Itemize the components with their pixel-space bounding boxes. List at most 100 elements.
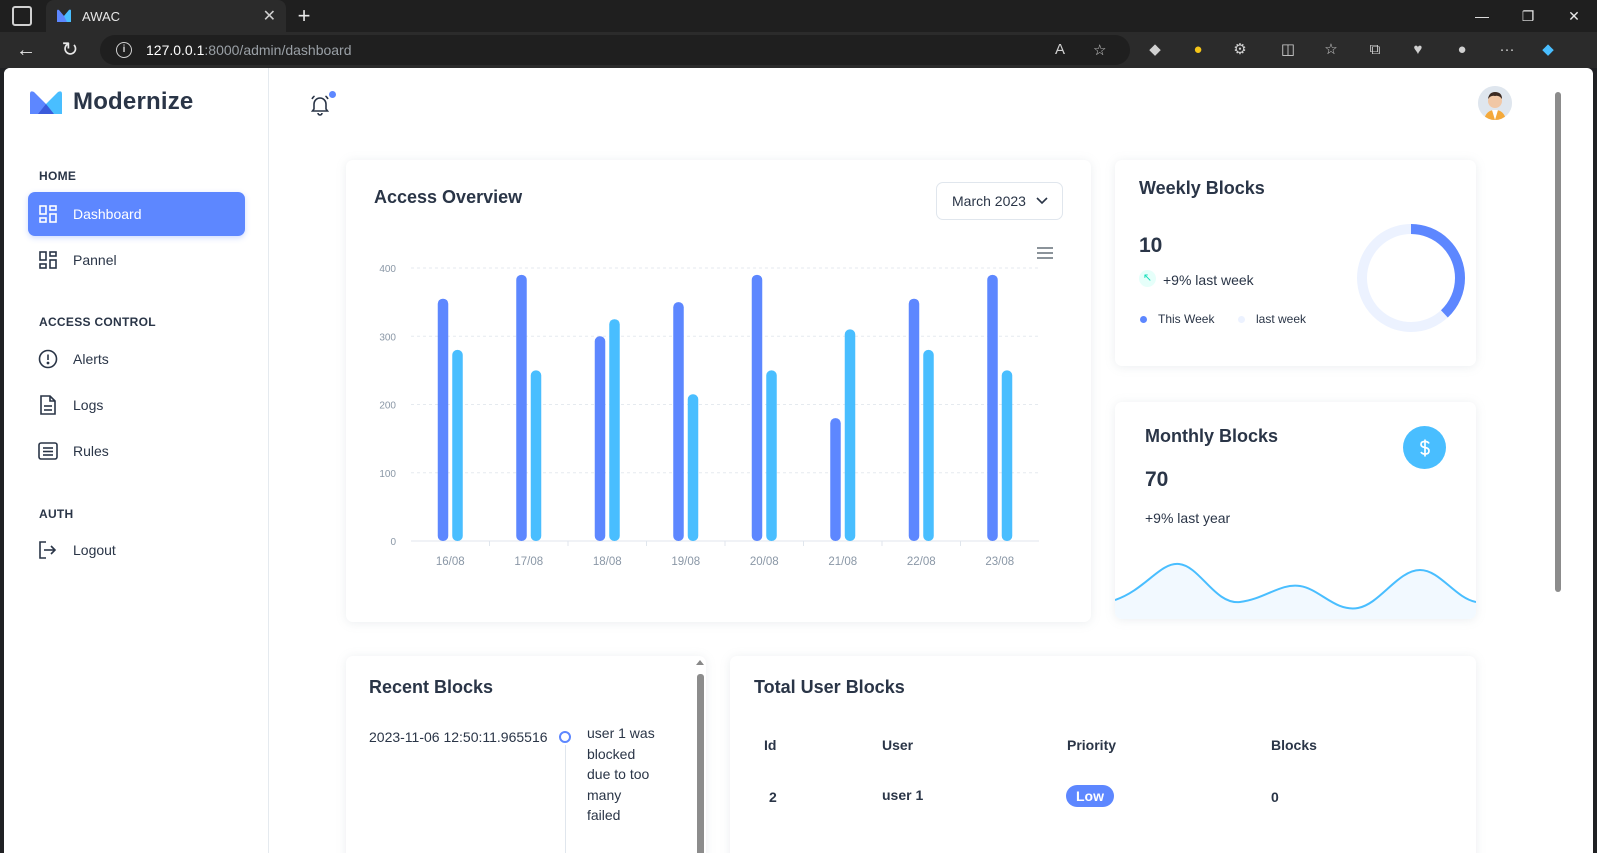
month-select[interactable]: March 2023 (936, 182, 1063, 220)
legend-dot (1140, 316, 1147, 323)
layout-dashboard-icon (38, 204, 58, 224)
url-path: :8000/admin/dashboard (204, 42, 352, 58)
monthly-blocks-card: Monthly Blocks 70 +9% last year (1115, 402, 1476, 619)
monthly-blocks-value: 70 (1145, 468, 1169, 491)
sidebar: Modernize HOME Dashboard Pannel ACCESS C… (4, 68, 269, 853)
extensions-puzzle-icon[interactable]: ⚙ (1233, 41, 1247, 58)
notification-dot (329, 91, 336, 98)
chevron-down-icon (1036, 197, 1048, 205)
timeline-marker (559, 731, 571, 743)
logout-icon (38, 540, 58, 560)
bar-series-1 (908, 298, 920, 541)
tab-title: AWAC (82, 8, 121, 24)
nav-caption-home: HOME (39, 169, 77, 183)
bar-series-1 (516, 274, 527, 541)
bar-series-1 (751, 274, 763, 541)
card-title: Monthly Blocks (1145, 426, 1279, 446)
access-overview-card: Access Overview March 2023 0 100 200 300 400… (346, 160, 1091, 622)
browser-essentials-icon[interactable]: ♥ (1413, 41, 1423, 58)
page-viewport: Modernize HOME Dashboard Pannel ACCESS C… (4, 68, 1593, 853)
monthly-sparkline (1115, 562, 1476, 619)
column-header-id: Id (764, 737, 777, 753)
monthly-blocks-change: +9% last year (1145, 510, 1231, 526)
y-tick-label: 0 (390, 537, 396, 548)
weekly-blocks-card: Weekly Blocks 10 ↖ +9% last week This We… (1115, 160, 1476, 366)
brand[interactable]: Modernize (28, 88, 193, 116)
url-host: 127.0.0.1 (146, 42, 205, 58)
recent-blocks-card: Recent Blocks 2023-11-06 12:50:11.965516… (346, 656, 706, 853)
alert-circle-icon (38, 349, 58, 369)
timeline-text: user 1 was blocked due to too many faile… (587, 725, 655, 824)
weekly-blocks-donut (1357, 224, 1465, 332)
more-menu-icon[interactable]: ··· (1499, 41, 1515, 58)
page-scrollbar[interactable] (1555, 92, 1561, 592)
new-tab-icon[interactable]: + (297, 3, 311, 28)
window-controls: — ❐ ✕ (1459, 0, 1597, 32)
sidebar-item-dashboard[interactable]: Dashboard (28, 192, 245, 236)
bar-series-2 (844, 329, 856, 541)
extension-icon[interactable]: ◆ (1149, 41, 1161, 58)
restore-icon[interactable]: ❐ (1521, 7, 1535, 24)
sidebar-item-label: Alerts (73, 351, 109, 367)
sidebar-item-alerts[interactable]: Alerts (28, 337, 245, 381)
nav-caption-auth: AUTH (39, 507, 74, 521)
collections-icon[interactable]: ⧉ (1369, 41, 1381, 58)
brand-logo-icon (30, 91, 62, 114)
reload-icon[interactable]: ↻ (61, 39, 79, 61)
layout-grid-icon (38, 250, 58, 270)
minimize-icon[interactable]: — (1475, 8, 1489, 24)
cell-blocks: 0 (1271, 789, 1279, 805)
weekly-blocks-change: +9% last week (1163, 272, 1254, 288)
x-tick-label: 17/08 (514, 556, 543, 568)
favorite-star-icon[interactable]: ☆ (1093, 42, 1107, 59)
sidebar-item-label: Dashboard (73, 206, 142, 222)
favorites-icon[interactable]: ☆ (1324, 41, 1338, 58)
close-window-icon[interactable]: ✕ (1568, 7, 1580, 24)
scrollbar[interactable] (697, 674, 704, 853)
avatar[interactable] (1478, 86, 1512, 120)
sidebar-item-logout[interactable]: Logout (28, 528, 245, 572)
dollar-icon (1403, 426, 1446, 469)
cell-user: user 1 (882, 787, 924, 803)
x-tick-label: 21/08 (828, 556, 857, 568)
close-tab-icon[interactable]: ✕ (262, 8, 276, 25)
donut-segment-this-week (1357, 224, 1465, 332)
browser-tab[interactable]: AWAC ✕ (46, 0, 286, 32)
back-icon[interactable]: ← (16, 39, 36, 61)
split-screen-icon[interactable]: ◫ (1280, 41, 1296, 58)
sidebar-item-logs[interactable]: Logs (28, 383, 245, 427)
x-tick-label: 20/08 (750, 556, 779, 568)
read-aloud-icon[interactable]: A (1055, 41, 1066, 58)
site-favicon-icon (57, 9, 71, 22)
arrow-up-left-icon: ↖ (1139, 270, 1156, 287)
x-tick-label: 23/08 (985, 556, 1014, 568)
scroll-up-icon[interactable] (696, 660, 704, 665)
sidebar-item-rules[interactable]: Rules (28, 429, 245, 473)
legend-label: This Week (1158, 312, 1215, 326)
access-overview-chart: 0 100 200 300 400 16/08 17/08 18/08 19/08 20/08 21… (379, 264, 1039, 568)
y-tick-label: 300 (379, 332, 396, 343)
profile-icon[interactable]: ● (1457, 41, 1467, 58)
sidebar-item-label: Logout (73, 542, 116, 558)
bar-series-2 (530, 370, 542, 541)
address-bar[interactable]: i 127.0.0.1:8000/admin/dashboard A ☆ (100, 35, 1130, 65)
y-tick-label: 100 (379, 469, 396, 480)
month-select-value: March 2023 (952, 193, 1026, 209)
timeline-date: 2023-11-06 12:50:11.965516 (369, 729, 548, 745)
sidebar-item-pannel[interactable]: Pannel (28, 238, 245, 282)
bar-series-1 (437, 298, 449, 541)
bar-series-1 (673, 302, 684, 541)
bar-series-2 (923, 349, 934, 541)
site-info-icon[interactable]: i (116, 42, 132, 58)
tab-actions-icon[interactable] (12, 6, 32, 26)
chart-menu-icon[interactable] (1037, 247, 1053, 259)
bell-icon[interactable] (309, 94, 331, 116)
column-header-priority: Priority (1067, 737, 1117, 753)
bar-series-2 (1001, 370, 1013, 541)
bar-series-2 (452, 349, 463, 541)
cell-id: 2 (769, 789, 777, 805)
legend-label: last week (1256, 312, 1307, 326)
copilot-icon[interactable]: ◆ (1542, 41, 1554, 58)
timeline-line (565, 745, 566, 853)
extension-icon[interactable]: ● (1193, 41, 1203, 58)
